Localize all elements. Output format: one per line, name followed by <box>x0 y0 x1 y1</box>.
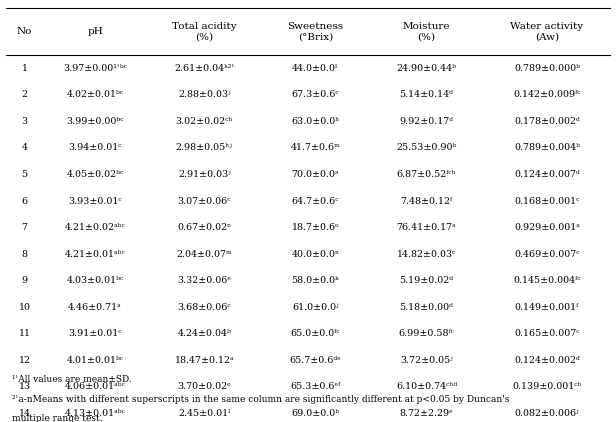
Text: 0.178±0.002ᵈ: 0.178±0.002ᵈ <box>514 117 580 126</box>
Text: 2.98±0.05ʰʲ: 2.98±0.05ʰʲ <box>176 143 233 152</box>
Text: ²ʾa-nMeans with different superscripts in the same column are significantly diff: ²ʾa-nMeans with different superscripts i… <box>12 395 509 403</box>
Text: 58.0±0.0ᵏ: 58.0±0.0ᵏ <box>291 276 339 285</box>
Text: 2.45±0.01ˡ: 2.45±0.01ˡ <box>178 409 230 418</box>
Text: 0.139±0.001ᶜʰ: 0.139±0.001ᶜʰ <box>512 382 582 391</box>
Text: 3.02±0.02ᶜʰ: 3.02±0.02ᶜʰ <box>176 117 233 126</box>
Text: 9: 9 <box>22 276 28 285</box>
Text: 0.789±0.000ᵇ: 0.789±0.000ᵇ <box>514 64 580 73</box>
Text: 14.82±0.03ᶜ: 14.82±0.03ᶜ <box>397 250 456 259</box>
Text: 2.91±0.03ʲ: 2.91±0.03ʲ <box>178 170 230 179</box>
Text: 4.24±0.04ᵇ: 4.24±0.04ᵇ <box>177 329 231 338</box>
Text: 6.10±0.74ᶜʰᵈ: 6.10±0.74ᶜʰᵈ <box>396 382 457 391</box>
Text: Moisture
(%): Moisture (%) <box>403 22 450 41</box>
Text: Water activity
(Aw): Water activity (Aw) <box>510 22 583 41</box>
Text: 3.68±0.06ᶜ: 3.68±0.06ᶜ <box>177 303 231 312</box>
Text: 70.0±0.0ᵃ: 70.0±0.0ᵃ <box>291 170 339 179</box>
Text: 65.3±0.6ᵉᶠ: 65.3±0.6ᵉᶠ <box>290 382 341 391</box>
Text: 3.07±0.06ᶜ: 3.07±0.06ᶜ <box>177 197 231 206</box>
Text: 3.93±0.01ᶜ: 3.93±0.01ᶜ <box>68 197 122 206</box>
Text: 0.149±0.001ᶠ: 0.149±0.001ᶠ <box>515 303 579 312</box>
Text: 76.41±0.17ᵃ: 76.41±0.17ᵃ <box>397 223 456 232</box>
Text: 3.99±0.00ᵇᶜ: 3.99±0.00ᵇᶜ <box>67 117 124 126</box>
Text: multiple range test.: multiple range test. <box>12 414 103 422</box>
Text: 18.7±0.6ᵒ: 18.7±0.6ᵒ <box>291 223 339 232</box>
Text: 2.88±0.03ʲ: 2.88±0.03ʲ <box>178 90 230 100</box>
Text: 6.87±0.52ᶠᶜʰ: 6.87±0.52ᶠᶜʰ <box>397 170 456 179</box>
Text: Total acidity
(%): Total acidity (%) <box>172 22 237 41</box>
Text: 0.165±0.007ᶜ: 0.165±0.007ᶜ <box>514 329 580 338</box>
Text: 3: 3 <box>22 117 28 126</box>
Text: 65.0±0.0ᶠᶜ: 65.0±0.0ᶠᶜ <box>291 329 340 338</box>
Text: 7.48±0.12ᶠ: 7.48±0.12ᶠ <box>400 197 453 206</box>
Text: 7: 7 <box>22 223 28 232</box>
Text: 67.3±0.6ᶜ: 67.3±0.6ᶜ <box>291 90 339 100</box>
Text: 14: 14 <box>18 409 31 418</box>
Text: 2: 2 <box>22 90 28 100</box>
Text: 24.90±0.44ᵇ: 24.90±0.44ᵇ <box>397 64 456 73</box>
Text: 63.0±0.0ʰ: 63.0±0.0ʰ <box>291 117 339 126</box>
Text: 69.0±0.0ᵇ: 69.0±0.0ᵇ <box>291 409 339 418</box>
Text: 9.92±0.17ᵈ: 9.92±0.17ᵈ <box>400 117 453 126</box>
Text: No: No <box>17 27 33 36</box>
Text: 0.082±0.006ʲ: 0.082±0.006ʲ <box>514 409 579 418</box>
Text: 5: 5 <box>22 170 28 179</box>
Text: 2.61±0.04ᵏ²ʾ: 2.61±0.04ᵏ²ʾ <box>174 64 235 73</box>
Text: 4.02±0.01ᵇᶜ: 4.02±0.01ᵇᶜ <box>67 90 124 100</box>
Text: 0.124±0.007ᵈ: 0.124±0.007ᵈ <box>514 170 580 179</box>
Text: 11: 11 <box>18 329 31 338</box>
Text: 41.7±0.6ᵐ: 41.7±0.6ᵐ <box>291 143 341 152</box>
Text: 0.469±0.007ᶜ: 0.469±0.007ᶜ <box>514 250 580 259</box>
Text: 1: 1 <box>22 64 28 73</box>
Text: 0.124±0.002ᵈ: 0.124±0.002ᵈ <box>514 356 580 365</box>
Text: 4: 4 <box>22 143 28 152</box>
Text: 4.01±0.01ᵇᶜ: 4.01±0.01ᵇᶜ <box>67 356 124 365</box>
Text: 3.94±0.01ᶜ: 3.94±0.01ᶜ <box>68 143 122 152</box>
Text: 10: 10 <box>18 303 31 312</box>
Text: 4.13±0.01ᵃᵇᶜ: 4.13±0.01ᵃᵇᶜ <box>65 409 126 418</box>
Text: 5.18±0.00ᵈ: 5.18±0.00ᵈ <box>400 303 453 312</box>
Text: 61.0±0.0ʲ: 61.0±0.0ʲ <box>292 303 339 312</box>
Text: 4.21±0.02ᵃᵇᶜ: 4.21±0.02ᵃᵇᶜ <box>65 223 126 232</box>
Text: 5.19±0.02ᵈ: 5.19±0.02ᵈ <box>400 276 453 285</box>
Text: 0.168±0.001ᶜ: 0.168±0.001ᶜ <box>514 197 580 206</box>
Text: 2.04±0.07ᵐ: 2.04±0.07ᵐ <box>176 250 232 259</box>
Text: 4.21±0.01ᵃᵇᶜ: 4.21±0.01ᵃᵇᶜ <box>65 250 126 259</box>
Text: 3.32±0.06ᵉ: 3.32±0.06ᵉ <box>177 276 231 285</box>
Text: ¹ʾAll values are mean±SD.: ¹ʾAll values are mean±SD. <box>12 376 132 384</box>
Text: 0.142±0.009ᶠᶜ: 0.142±0.009ᶠᶜ <box>513 90 581 100</box>
Text: 3.70±0.02ᵉ: 3.70±0.02ᵉ <box>177 382 231 391</box>
Text: 25.53±0.90ᵇ: 25.53±0.90ᵇ <box>396 143 456 152</box>
Text: 3.97±0.00¹ʾᵇᶜ: 3.97±0.00¹ʾᵇᶜ <box>63 64 127 73</box>
Text: 3.91±0.01ᶜ: 3.91±0.01ᶜ <box>68 329 122 338</box>
Text: 40.0±0.0ⁿ: 40.0±0.0ⁿ <box>291 250 339 259</box>
Text: 44.0±0.0ˡ: 44.0±0.0ˡ <box>292 64 339 73</box>
Text: 4.46±0.71ᵃ: 4.46±0.71ᵃ <box>68 303 122 312</box>
Text: 4.06±0.01ᵃᵇᶜ: 4.06±0.01ᵃᵇᶜ <box>65 382 126 391</box>
Text: pH: pH <box>87 27 103 36</box>
Text: 18.47±0.12ᵃ: 18.47±0.12ᵃ <box>174 356 234 365</box>
Text: 4.03±0.01ᵇᶜ: 4.03±0.01ᵇᶜ <box>67 276 124 285</box>
Text: 64.7±0.6ᶜ: 64.7±0.6ᶜ <box>291 197 339 206</box>
Text: 8.72±2.29ᵉ: 8.72±2.29ᵉ <box>400 409 453 418</box>
Text: 6.99±0.58ᶠᶜ: 6.99±0.58ᶠᶜ <box>399 329 455 338</box>
Text: 0.145±0.004ᶠᶜ: 0.145±0.004ᶠᶜ <box>513 276 581 285</box>
Text: 3.72±0.05ʲ: 3.72±0.05ʲ <box>400 356 453 365</box>
Text: 12: 12 <box>18 356 31 365</box>
Text: 13: 13 <box>18 382 31 391</box>
Text: 65.7±0.6ᵈᵉ: 65.7±0.6ᵈᵉ <box>290 356 341 365</box>
Text: 0.789±0.004ᵇ: 0.789±0.004ᵇ <box>514 143 580 152</box>
Text: 4.05±0.02ᵇᶜ: 4.05±0.02ᵇᶜ <box>67 170 124 179</box>
Text: Sweetness
(°Brix): Sweetness (°Brix) <box>287 22 344 41</box>
Text: 6: 6 <box>22 197 28 206</box>
Text: 0.929±0.001ᵃ: 0.929±0.001ᵃ <box>514 223 580 232</box>
Text: 5.14±0.14ᵈ: 5.14±0.14ᵈ <box>400 90 453 100</box>
Text: 0.67±0.02ⁿ: 0.67±0.02ⁿ <box>177 223 232 232</box>
Text: 8: 8 <box>22 250 28 259</box>
